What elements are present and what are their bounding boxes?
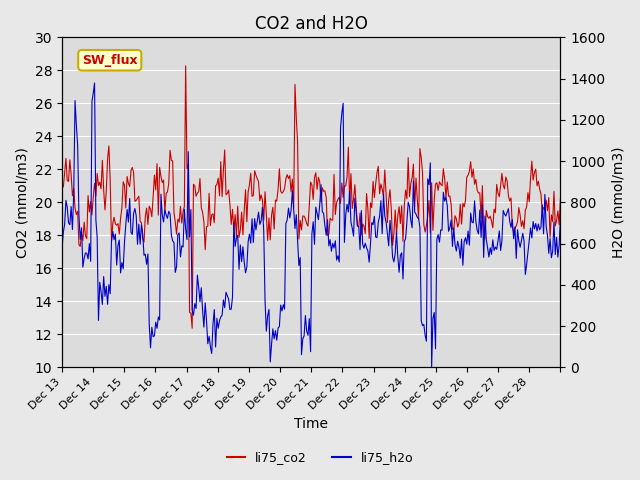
li75_h2o — [556, 242, 563, 248]
Y-axis label: H2O (mmol/m3): H2O (mmol/m3) — [611, 146, 625, 258]
li75_co2 — [490, 206, 498, 212]
li75_co2 — [317, 199, 325, 205]
li75_co2 — [416, 146, 424, 152]
li75_h2o — [75, 213, 83, 219]
Title: CO2 and H2O: CO2 and H2O — [255, 15, 368, 33]
li75_co2 — [188, 325, 196, 331]
li75_co2 — [557, 194, 564, 200]
li75_h2o — [58, 246, 66, 252]
li75_co2 — [91, 180, 99, 186]
li75_h2o — [557, 215, 564, 220]
li75_co2 — [58, 181, 66, 187]
li75_co2 — [75, 242, 83, 248]
li75_h2o — [91, 80, 99, 86]
X-axis label: Time: Time — [294, 418, 328, 432]
li75_h2o — [415, 216, 422, 221]
li75_co2 — [182, 63, 189, 69]
Y-axis label: CO2 (mmol/m3): CO2 (mmol/m3) — [15, 147, 29, 258]
li75_h2o — [92, 216, 100, 222]
li75_h2o — [428, 364, 435, 370]
Legend: li75_co2, li75_h2o: li75_co2, li75_h2o — [221, 446, 419, 469]
Line: li75_h2o: li75_h2o — [62, 83, 561, 367]
li75_h2o — [490, 248, 498, 253]
li75_h2o — [316, 202, 324, 208]
li75_co2 — [556, 222, 563, 228]
Line: li75_co2: li75_co2 — [62, 66, 561, 328]
Text: SW_flux: SW_flux — [82, 54, 138, 67]
